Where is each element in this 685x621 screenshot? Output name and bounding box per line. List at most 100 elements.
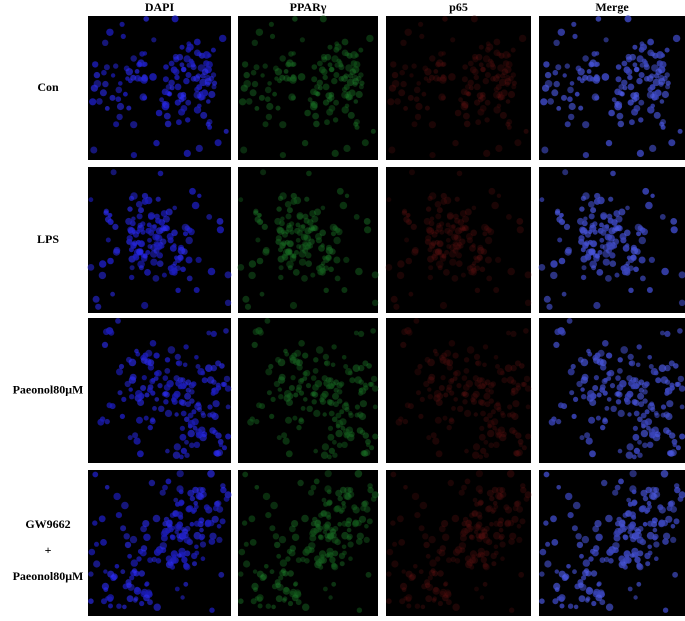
cell (279, 75, 285, 81)
cell (483, 344, 488, 349)
cell (558, 29, 565, 36)
cell (574, 605, 579, 610)
cell (631, 500, 637, 506)
cell (264, 564, 269, 569)
cell (472, 206, 477, 211)
cell (508, 538, 515, 545)
cell (194, 287, 200, 293)
cell (216, 383, 221, 388)
cell (627, 524, 635, 532)
cell (130, 220, 136, 226)
cell (572, 569, 577, 574)
cell (671, 524, 676, 529)
cell (371, 496, 377, 502)
cell (223, 328, 229, 334)
cell (474, 587, 479, 592)
micrograph (238, 470, 379, 616)
cell (142, 353, 148, 359)
cell (312, 113, 319, 120)
cell (605, 515, 613, 523)
cell (618, 357, 623, 362)
cell (172, 268, 177, 273)
cell (186, 72, 192, 78)
cell (331, 582, 336, 587)
cell (464, 104, 468, 108)
cell (617, 113, 624, 120)
cell (596, 416, 601, 421)
cell (88, 598, 94, 604)
cell (163, 216, 170, 223)
cell (429, 121, 436, 128)
cell (253, 569, 257, 573)
cell (244, 542, 249, 547)
cell (349, 89, 356, 96)
cell (279, 121, 286, 128)
micrograph (88, 318, 231, 463)
cell (400, 342, 406, 348)
cell (634, 557, 640, 563)
cell (153, 140, 159, 146)
cell (176, 119, 182, 125)
cell (550, 260, 557, 267)
cell (661, 470, 669, 478)
cell (517, 524, 522, 529)
cell (478, 489, 483, 494)
cell (455, 197, 460, 202)
cell (282, 254, 288, 260)
cell (196, 73, 201, 78)
cell (354, 99, 359, 104)
cell (593, 75, 600, 82)
cell (129, 575, 134, 580)
cell (325, 54, 332, 61)
cell (465, 479, 471, 485)
cell (435, 201, 442, 208)
cell (123, 92, 128, 97)
cell (274, 76, 278, 80)
cell (100, 89, 107, 96)
cell (209, 608, 214, 613)
cell (225, 271, 232, 278)
cell (447, 214, 453, 220)
cell (343, 145, 350, 152)
cell (636, 231, 641, 236)
cell (277, 435, 282, 440)
cell (201, 556, 206, 561)
micrograph (237, 167, 378, 313)
cell (93, 296, 100, 303)
cell (320, 268, 325, 273)
cell (618, 479, 624, 485)
cell (181, 411, 187, 417)
cell (633, 400, 639, 406)
cell (565, 493, 572, 500)
cell (271, 605, 276, 610)
cell (592, 93, 599, 100)
cell (622, 61, 628, 67)
cell (643, 60, 647, 64)
cell (325, 511, 331, 517)
cell (422, 533, 428, 539)
cell (581, 247, 586, 252)
cell (618, 449, 623, 454)
cell (359, 387, 366, 394)
cell (157, 252, 163, 258)
cell (203, 51, 211, 59)
cell (100, 539, 107, 546)
cell (328, 62, 333, 67)
cell (507, 376, 514, 383)
cell (649, 364, 654, 369)
cell (394, 98, 401, 105)
cell (649, 145, 656, 152)
cell (240, 147, 247, 154)
cell (252, 40, 258, 46)
cell (442, 534, 449, 541)
cell (147, 387, 153, 393)
cell (509, 608, 514, 613)
cell (194, 403, 202, 411)
cell (103, 569, 107, 573)
cell (525, 434, 531, 440)
cell (196, 84, 202, 90)
cell (580, 227, 588, 235)
cell (149, 480, 155, 486)
cell (273, 533, 279, 539)
cell (673, 35, 680, 42)
